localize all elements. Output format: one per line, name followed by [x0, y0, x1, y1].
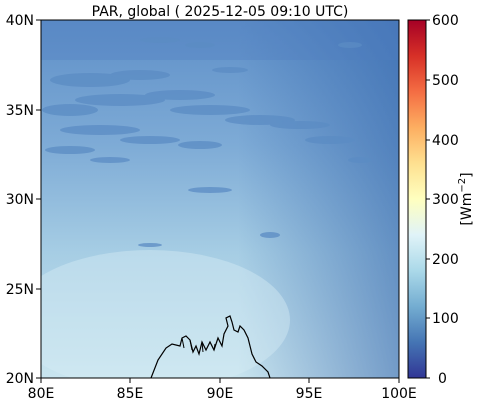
- y-axis: 40N 35N 30N 25N 20N: [6, 13, 41, 387]
- colorbar-label: [Wm−2]: [457, 172, 475, 225]
- colorbar-tick-label: 600: [432, 13, 459, 29]
- colorbar-tick-label: 100: [432, 311, 459, 327]
- x-axis: 80E 85E 90E 95E 100E: [28, 378, 417, 402]
- x-tick-label: 85E: [117, 386, 144, 402]
- y-tick-label: 40N: [6, 13, 34, 29]
- x-tick-label: 95E: [296, 386, 323, 402]
- y-tick-label: 20N: [6, 371, 34, 387]
- colorbar-gradient: [407, 19, 427, 379]
- colorbar-tick-label: 0: [438, 371, 447, 387]
- x-tick-label: 80E: [28, 386, 55, 402]
- x-tick-label: 90E: [207, 386, 234, 402]
- colorbar: 600 500 400 300 200 100 0 [Wm−2]: [407, 13, 475, 387]
- y-tick-label: 30N: [6, 192, 34, 208]
- x-tick-label: 100E: [381, 386, 417, 402]
- colorbar-tick-label: 500: [432, 73, 459, 89]
- y-tick-label: 35N: [6, 103, 34, 119]
- figure-title: PAR, global ( 2025-12-05 09:10 UTC): [92, 4, 349, 20]
- colorbar-tick-label: 400: [432, 133, 459, 149]
- coastline-delta: [181, 337, 216, 353]
- y-tick-label: 25N: [6, 282, 34, 298]
- clear-sky-south: [41, 250, 290, 378]
- colorbar-tick-label: 200: [432, 252, 459, 268]
- map-area: [41, 20, 399, 378]
- cloud-features: [42, 37, 372, 247]
- par-field-north-band: [41, 20, 399, 60]
- colorbar-tick-label: 300: [432, 192, 459, 208]
- coastline: [150, 315, 271, 379]
